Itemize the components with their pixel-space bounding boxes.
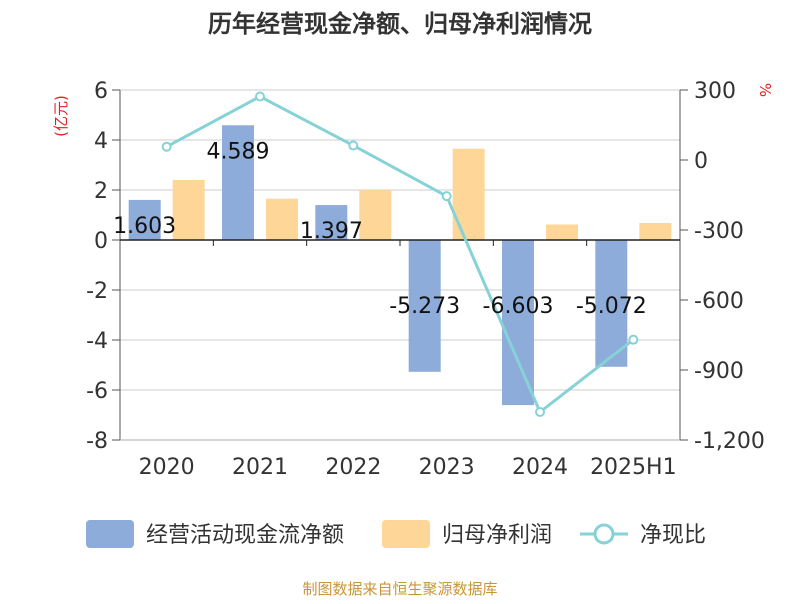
category-label: 2022 [325,455,381,480]
right-tick-label: -900 [694,359,744,384]
bar-cashflow [408,240,441,372]
bar-cashflow [595,240,628,367]
bar-cashflow [502,240,534,406]
bar-net-profit [639,223,672,240]
legend-label-ratio: 净现比 [640,523,706,548]
category-label: 2020 [139,455,195,480]
ratio-point [628,334,639,345]
bar-net-profit [266,198,298,240]
bar-net-profit [172,180,205,240]
legend-label-net-profit: 归母净利润 [442,523,552,548]
left-tick-label: -8 [86,429,108,454]
left-tick-label: -2 [86,279,108,304]
left-tick-label: -6 [86,379,108,404]
left-tick-label: -4 [86,329,108,354]
bar-cashflow [222,125,254,240]
bar-cashflow [315,205,348,240]
legend: 经营活动现金流净额 归母净利润 净现比 [86,520,706,548]
data-label-cashflow: -5.072 [576,294,647,319]
right-axis-label: % [756,83,774,97]
data-label-cashflow: 1.397 [300,219,363,244]
bar-marks [128,125,672,406]
ratio-point [535,407,545,417]
bar-net-profit [452,148,485,240]
category-label: 2023 [419,455,475,480]
ratio-point [161,141,172,152]
data-label-cashflow: 4.589 [207,139,270,164]
data-labels: 1.603 4.589 1.397 -5.273 -6.603 -5.072 [113,139,647,319]
source-note: 制图数据来自恒生聚源数据库 [302,580,497,598]
bar-cashflow [128,199,161,240]
data-label-cashflow: -6.603 [483,294,554,319]
category-label: 2025H1 [590,455,677,480]
chart-title: 历年经营现金净额、归母净利润情况 [208,10,592,38]
left-tick-label: 0 [94,229,108,254]
legend-marker-ratio [593,523,615,545]
right-tick-label: -600 [694,289,744,314]
legend-swatch-cashflow [86,520,134,548]
ratio-point [441,191,452,202]
left-axis-label: (亿元) [52,95,70,137]
ratio-point [255,91,265,102]
data-label-cashflow: -5.273 [389,294,460,319]
category-label: 2024 [512,455,568,480]
left-tick-label: 6 [94,79,108,104]
legend-label-cashflow: 经营活动现金流净额 [146,523,344,548]
right-tick-label: 300 [694,79,736,104]
legend-swatch-net-profit [382,520,430,548]
line-series [161,91,639,417]
left-tick-label: 4 [94,129,108,154]
right-tick-label: 0 [694,149,708,174]
right-tick-label: -300 [694,219,744,244]
axes: 6 4 2 0 -2 -4 -6 -8 300 0 -300 -600 -900 -1,200 2020 20… [86,79,765,480]
category-label: 2021 [232,455,288,480]
right-tick-label: -1,200 [694,429,765,454]
left-tick-label: 2 [94,179,108,204]
ratio-line [165,94,635,415]
data-label-cashflow: 1.603 [113,214,176,239]
bar-net-profit [359,190,392,240]
ratio-point [348,140,359,151]
bar-net-profit [546,224,578,240]
